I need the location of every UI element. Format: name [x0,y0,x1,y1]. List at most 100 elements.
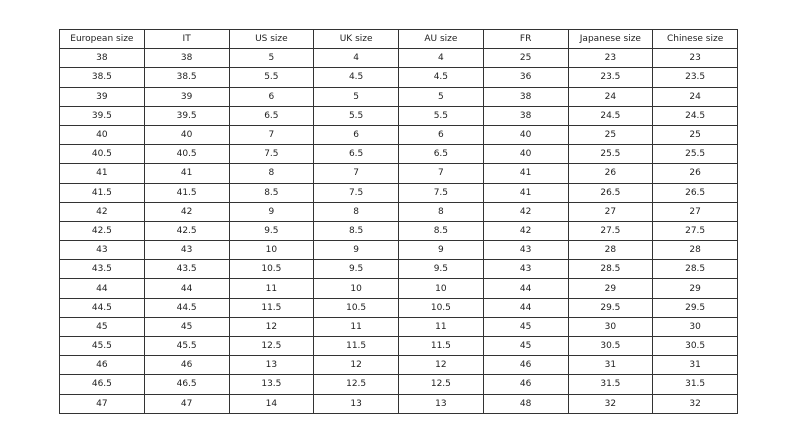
table-cell: 31.5 [567,374,654,395]
table-row: 44.5 44.5 11.5 10.5 10.5 44 29.5 29.5 [59,297,738,318]
table-cell: 24 [567,86,654,107]
header-row: European size IT US size UK size AU size FR Ja… [59,28,738,50]
table-row: 39 39 6 5 5 38 24 24 [59,86,738,107]
table-row: 40.5 40.5 7.5 6.5 6.5 40 25.5 25.5 [59,144,738,165]
table-cell: 8.5 [228,182,315,203]
table-cell: 31.5 [652,374,738,395]
table-cell: 38 [143,48,230,69]
table-cell: 41 [59,163,145,184]
table-cell: 43 [482,259,569,280]
table-cell: 45 [143,316,230,338]
table-cell: 38 [482,86,569,107]
table-cell: 10.5 [228,259,315,280]
table-cell: 46 [59,355,145,376]
table-row: 42.5 42.5 9.5 8.5 8.5 42 27.5 27.5 [59,220,738,242]
table-cell: 44.5 [59,297,145,318]
table-cell: 44 [482,278,569,299]
table-row: 38 38 5 4 4 25 23 23 [59,48,738,69]
table-cell: 24.5 [567,105,654,126]
table-cell: 27.5 [567,220,654,242]
table-cell: 43.5 [143,259,230,280]
table-cell: 40 [59,124,145,146]
table-cell: 28.5 [567,259,654,280]
table-row: 39.5 39.5 6.5 5.5 5.5 38 24.5 24.5 [59,105,738,126]
table-cell: 7.5 [313,182,399,203]
table-cell: 6 [228,86,315,107]
table-cell: 11.5 [313,335,399,357]
table-cell: 29.5 [567,297,654,318]
table-cell: 9 [228,201,315,222]
table-cell: 43 [482,240,569,261]
table-cell: 5.5 [398,105,484,126]
table-row: 44 44 11 10 10 44 29 29 [59,278,738,299]
table-cell: 5 [313,86,399,107]
table-cell: 46.5 [143,374,230,395]
table-cell: 8 [398,201,484,222]
table-cell: 12.5 [313,374,399,395]
table-cell: 6.5 [228,105,315,126]
size-conversion-table: European size IT US size UK size AU size FR Ja… [59,28,738,414]
table-cell: 42 [59,201,145,222]
table-cell: 46 [482,374,569,395]
table-cell: 38.5 [59,67,145,88]
table-cell: 43 [143,240,230,261]
table-cell: 42 [143,201,230,222]
table-cell: 29 [567,278,654,299]
table-cell: 44 [143,278,230,299]
table-cell: 5.5 [313,105,399,126]
table-cell: 46 [143,355,230,376]
table-cell: 25 [652,124,738,146]
table-cell: 29.5 [652,297,738,318]
table-cell: 42 [482,201,569,222]
table-cell: 13 [313,393,399,414]
table-cell: 45 [59,316,145,338]
table-cell: 23.5 [652,67,738,88]
table-cell: 7 [313,163,399,184]
table-cell: 13 [228,355,315,376]
table-cell: 32 [652,393,738,414]
table-cell: 14 [228,393,315,414]
table-cell: 40.5 [59,144,145,165]
table-cell: 40.5 [143,144,230,165]
table-cell: 28 [652,240,738,261]
table-row: 38.5 38.5 5.5 4.5 4.5 36 23.5 23.5 [59,67,738,88]
table-cell: 5 [228,48,315,69]
table-cell: 27 [652,201,738,222]
table-cell: 32 [567,393,654,414]
table-cell: 36 [482,67,569,88]
column-header: FR [482,28,569,50]
table-cell: 11.5 [228,297,315,318]
column-header: AU size [398,28,484,50]
table-cell: 40 [143,124,230,146]
table-cell: 43.5 [59,259,145,280]
table-cell: 27.5 [652,220,738,242]
table-cell: 12 [228,316,315,338]
table-cell: 4.5 [313,67,399,88]
table-cell: 38 [482,105,569,126]
table-cell: 6 [313,124,399,146]
table-cell: 8.5 [313,220,399,242]
table-cell: 41.5 [59,182,145,203]
table-cell: 28.5 [652,259,738,280]
column-header: UK size [313,28,399,50]
table-cell: 39.5 [59,105,145,126]
table-cell: 9.5 [313,259,399,280]
table-cell: 23 [652,48,738,69]
table-cell: 5.5 [228,67,315,88]
table-row: 43 43 10 9 9 43 28 28 [59,240,738,261]
table-cell: 9.5 [398,259,484,280]
table-cell: 40 [482,124,569,146]
table-cell: 8.5 [398,220,484,242]
table-cell: 4.5 [398,67,484,88]
table-cell: 4 [398,48,484,69]
table-cell: 10 [313,278,399,299]
table-cell: 6.5 [398,144,484,165]
table-cell: 28 [567,240,654,261]
table-cell: 24.5 [652,105,738,126]
table-cell: 39.5 [143,105,230,126]
table-cell: 8 [228,163,315,184]
table-cell: 45.5 [59,335,145,357]
table-cell: 44 [59,278,145,299]
table-cell: 46 [482,355,569,376]
column-header: European size [59,28,145,50]
